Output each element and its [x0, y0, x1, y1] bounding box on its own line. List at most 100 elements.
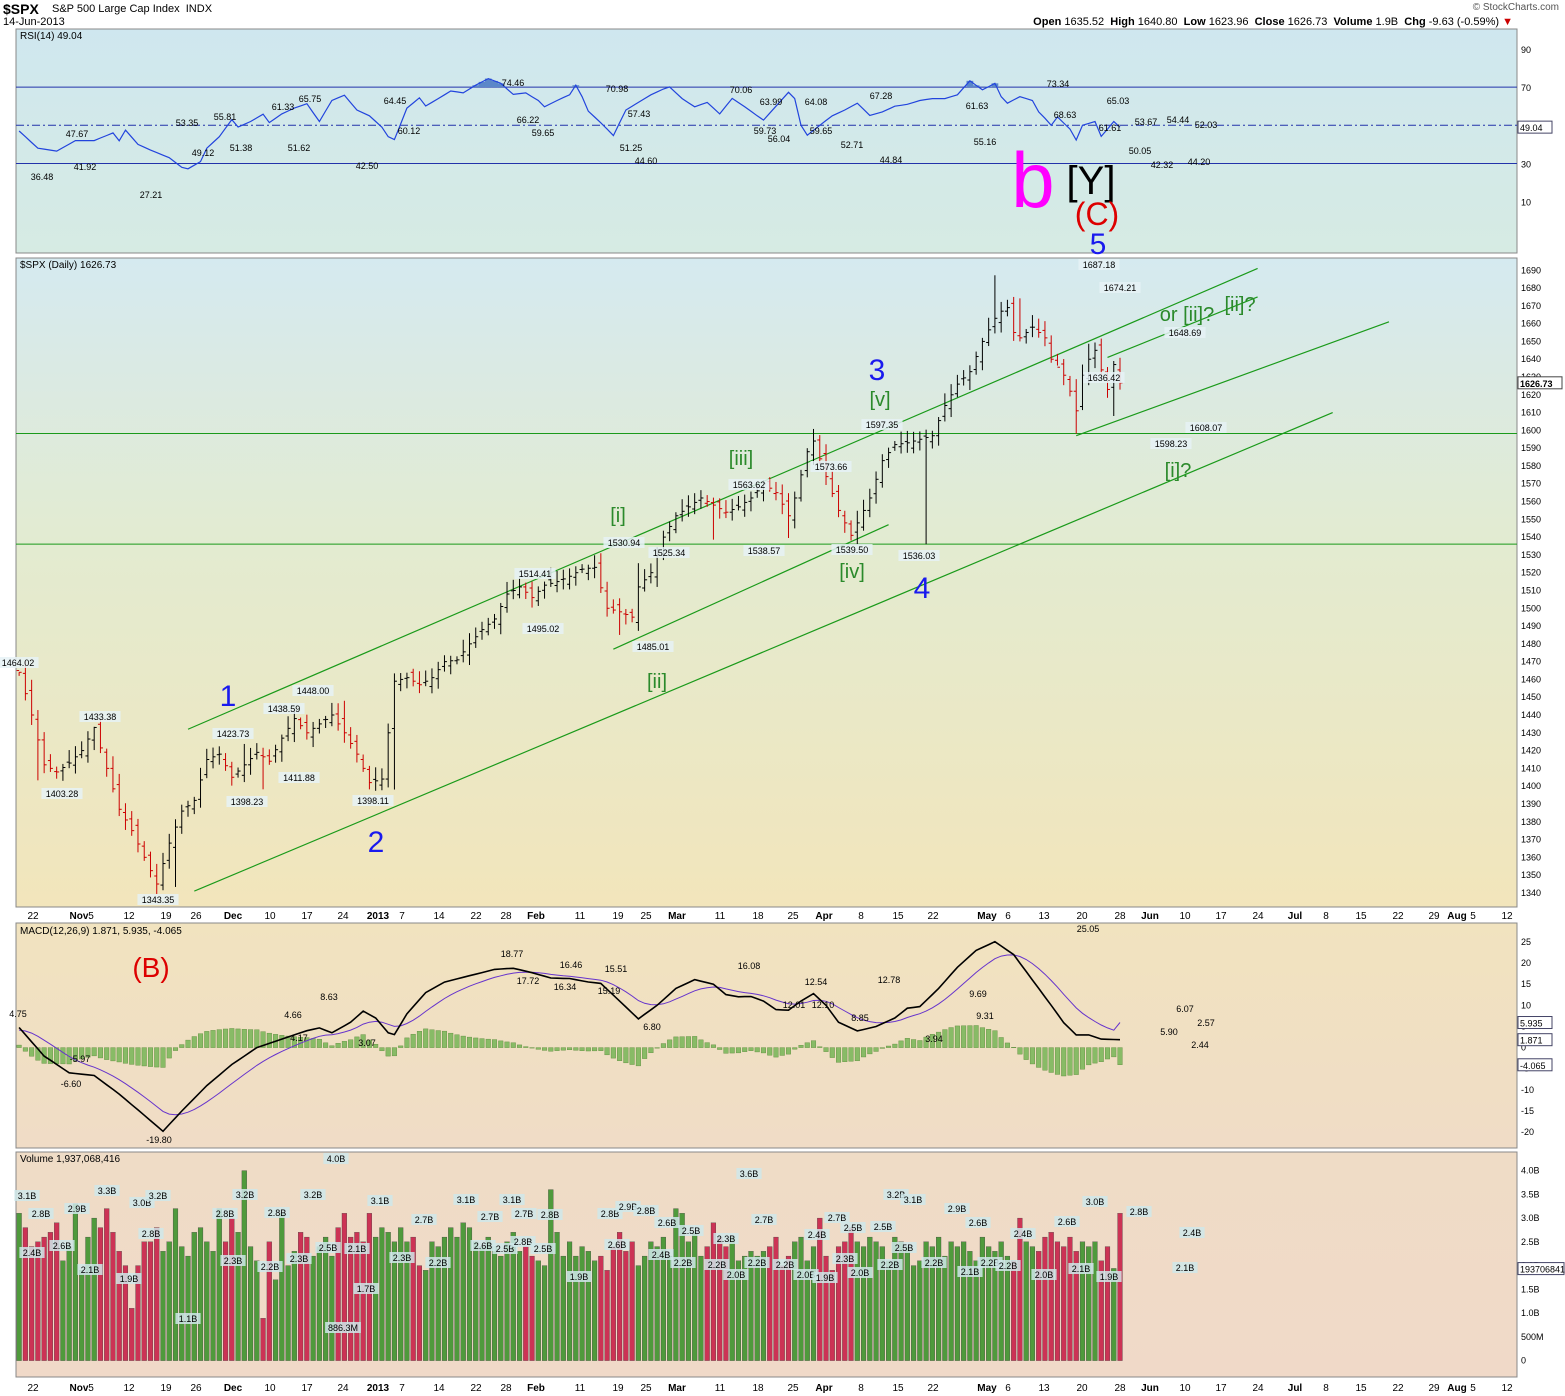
macd-histogram-bar: [867, 1047, 873, 1055]
price-x-tick-label: 24: [1252, 911, 1264, 922]
macd-annotation: 12.54: [805, 977, 828, 987]
volume-bar: [998, 1241, 1004, 1361]
volume-label-bg: [389, 1252, 415, 1263]
macd-histogram-bar: [1086, 1047, 1092, 1066]
macd-histogram-bar: [560, 1047, 566, 1051]
volume-annotation: 2.6B: [969, 1218, 988, 1228]
price-label-bg: [1150, 438, 1192, 449]
volume-bar: [285, 1265, 291, 1361]
volume-bar: [466, 1227, 473, 1361]
volume-x-tick-label: 5: [88, 1383, 94, 1394]
price-x-tick-label: 14: [433, 911, 445, 922]
rsi-annotation: 42.32: [1151, 160, 1174, 170]
volume-label-bg: [470, 1240, 496, 1251]
volume-x-tick-label: Dec: [224, 1383, 243, 1394]
rsi-annotation: 57.43: [628, 109, 651, 119]
volume-label-bg: [323, 1153, 349, 1164]
volume-annotation: 2.9B: [68, 1204, 87, 1214]
rsi-annotation: 59.73: [754, 126, 777, 136]
price-x-tick-label: 2013: [367, 911, 390, 922]
macd-histogram-bar: [254, 1029, 260, 1048]
volume-bar: [798, 1236, 804, 1361]
volume-bar: [185, 1255, 191, 1361]
price-y-tick-label: 1430: [1521, 728, 1541, 738]
price-panel-border: [15, 257, 1518, 908]
price-y-tick-label: 1420: [1521, 746, 1541, 756]
price-label-bg: [1164, 327, 1206, 338]
rsi-annotation: 55.81: [214, 112, 237, 122]
volume-bar: [1067, 1236, 1073, 1361]
macd-histogram-bar: [185, 1039, 191, 1048]
macd-value-box: [1517, 1058, 1553, 1072]
macd-histogram-bar: [760, 1047, 766, 1054]
macd-value-label: -4.065: [1520, 1061, 1546, 1071]
macd-annotation: 8.85: [851, 1013, 869, 1023]
rsi-y-tick-label: 70: [1521, 83, 1531, 93]
price-y-tick-label: 1360: [1521, 852, 1541, 862]
volume-label-bg: [713, 1233, 739, 1244]
volume-label-bg: [1179, 1227, 1205, 1238]
price-y-tick-label: 1610: [1521, 408, 1541, 418]
brand-logo[interactable]: © StockCharts.com: [1472, 2, 1559, 13]
volume-bar: [441, 1236, 448, 1361]
volume-y-tick-label: 3.5B: [1521, 1189, 1540, 1199]
volume-label-bg: [1010, 1228, 1036, 1239]
price-annotation: 1464.02: [2, 658, 35, 668]
macd-histogram-bar: [423, 1028, 429, 1048]
volume-bar: [573, 1255, 579, 1361]
volume-annotation: 2.8B: [1130, 1207, 1149, 1217]
price-label-bg: [810, 461, 852, 472]
volume-bar: [423, 1270, 429, 1361]
volume-bar: [135, 1265, 141, 1361]
macd-histogram-bar: [898, 1040, 904, 1048]
price-label-bg: [861, 419, 903, 430]
volume-label-bg: [921, 1257, 947, 1268]
macd-histogram-bar: [66, 1047, 72, 1065]
price-label-bg: [263, 703, 305, 714]
macd-annotation: 3.94: [925, 1034, 943, 1044]
rsi-last-value: 49.04: [1520, 123, 1543, 133]
volume-last-value: 1937068416: [1520, 1265, 1565, 1275]
macd-histogram-bar: [929, 1034, 935, 1048]
volume-label-bg: [704, 1259, 730, 1270]
price-y-tick-label: 1620: [1521, 390, 1541, 400]
volume-bar: [104, 1208, 110, 1361]
macd-histogram-bar: [817, 1046, 823, 1048]
volume-annotation: 2.0B: [727, 1270, 746, 1280]
volume-y-tick-label: 1.0B: [1521, 1308, 1540, 1318]
price-x-tick-label: Nov: [70, 911, 89, 922]
macd-histogram-bar: [454, 1034, 460, 1048]
macd-histogram-bar: [1061, 1047, 1067, 1077]
macd-annotation: 16.34: [554, 982, 577, 992]
volume-annotation: 3.2B: [236, 1190, 255, 1200]
price-annotation: 1598.23: [1155, 439, 1188, 449]
price-label-bg: [632, 641, 674, 652]
price-annotation: 1398.23: [231, 797, 264, 807]
price-annotation: 1433.38: [84, 712, 117, 722]
volume-label-bg: [264, 1207, 290, 1218]
trend-channel-line: [194, 412, 1333, 892]
volume-bar: [373, 1236, 379, 1361]
volume-label-bg: [492, 1243, 518, 1254]
down-arrow-icon: ▼: [1502, 16, 1513, 28]
macd-histogram-bar: [354, 1036, 360, 1048]
volume-x-tick-label: Nov: [70, 1383, 89, 1394]
macd-histogram-bar: [773, 1047, 779, 1058]
volume-bar: [535, 1260, 541, 1361]
macd-annotation: 4.17: [290, 1033, 308, 1043]
macd-histogram-bar: [917, 1040, 923, 1048]
volume-label-bg: [944, 1203, 970, 1214]
macd-histogram-bar: [79, 1047, 85, 1060]
price-x-tick-label: 17: [1215, 911, 1227, 922]
volume-annotation: 2.6B: [1058, 1217, 1077, 1227]
macd-histogram-bar: [448, 1032, 454, 1048]
volume-y-tick-label: 500M: [1521, 1332, 1544, 1342]
volume-bar: [685, 1241, 691, 1361]
wave-i-label: [i]: [610, 505, 626, 527]
volume-bar: [861, 1246, 867, 1361]
macd-annotation: 6.07: [1176, 1004, 1194, 1014]
price-y-tick-label: 1400: [1521, 781, 1541, 791]
volume-x-tick-label: 15: [1355, 1383, 1367, 1394]
volume-bar: [210, 1251, 216, 1361]
volume-bar: [22, 1227, 28, 1361]
